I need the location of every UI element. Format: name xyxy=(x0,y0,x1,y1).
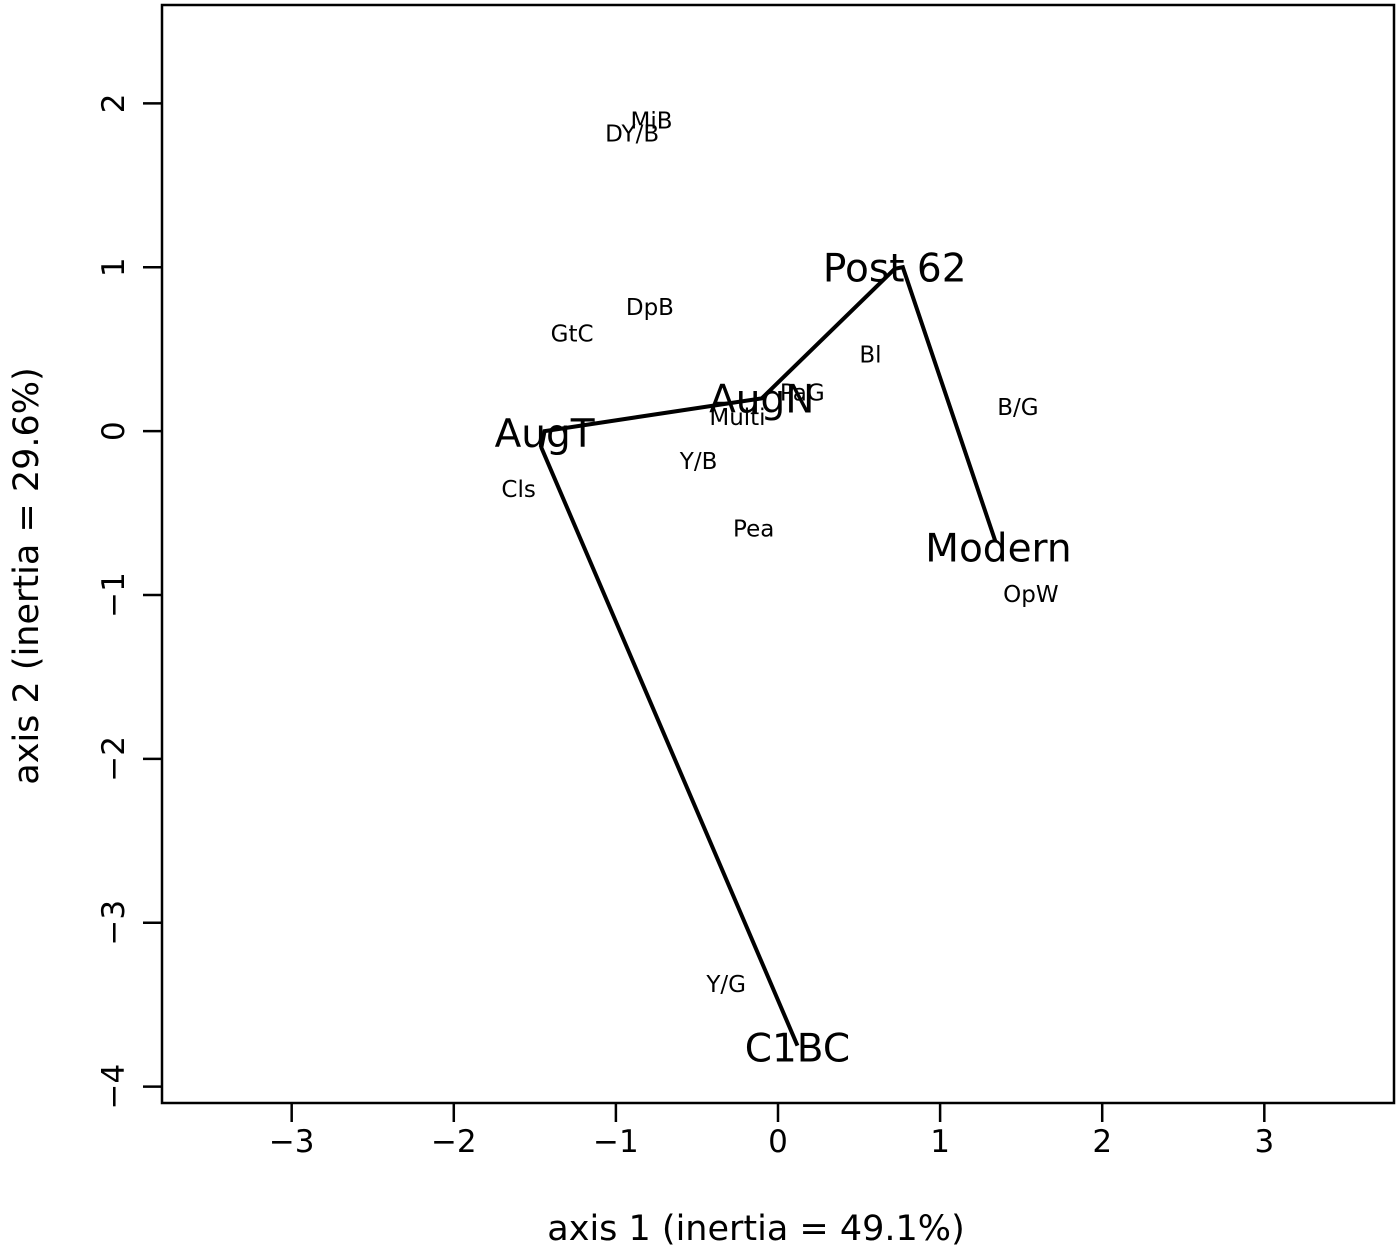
y-axis-title: axis 2 (inertia = 29.6%) xyxy=(7,367,47,784)
y-axis: −4 −3 −2 −1 0 1 2 xyxy=(96,93,162,1109)
y-tick-label: −3 xyxy=(96,900,132,946)
category-label: B/G xyxy=(997,395,1038,421)
period-label: AugT xyxy=(495,412,595,457)
category-label: OpW xyxy=(1003,582,1058,608)
period-trajectory xyxy=(539,264,998,1047)
category-label: Y/B xyxy=(679,449,718,475)
x-tick-label: 2 xyxy=(1092,1124,1112,1160)
period-label: Modern xyxy=(925,527,1071,572)
x-tick-label: 0 xyxy=(768,1124,788,1160)
category-label: Y/G xyxy=(705,972,746,998)
period-trajectory-line xyxy=(539,264,998,1047)
category-label: GtC xyxy=(551,321,594,347)
x-axis: −3 −2 −1 0 1 2 3 xyxy=(269,1103,1274,1160)
x-tick-label: −2 xyxy=(431,1124,477,1160)
category-label: DpB xyxy=(626,295,674,321)
category-label: Multi xyxy=(709,405,765,431)
y-tick-label: −1 xyxy=(96,572,132,618)
x-axis-title: axis 1 (inertia = 49.1%) xyxy=(547,1209,964,1249)
period-label: Post 62 xyxy=(823,246,967,291)
period-label: AugN xyxy=(709,377,814,422)
y-tick-label: 2 xyxy=(96,93,132,113)
y-tick-label: 0 xyxy=(96,421,132,441)
category-label: PaG xyxy=(780,380,825,406)
x-tick-label: 3 xyxy=(1254,1124,1274,1160)
y-tick-label: 1 xyxy=(96,257,132,277)
x-tick-label: 1 xyxy=(930,1124,950,1160)
x-tick-label: −3 xyxy=(269,1124,315,1160)
category-label: Cls xyxy=(501,477,535,503)
period-labels: C1BC AugT AugN Post 62 Modern xyxy=(495,246,1072,1071)
category-label: Bl xyxy=(859,343,881,369)
category-label: DY/B xyxy=(605,121,659,147)
y-tick-label: −2 xyxy=(96,736,132,782)
category-label: MiB xyxy=(631,108,673,134)
category-label: Pea xyxy=(733,516,774,542)
x-tick-label: −1 xyxy=(593,1124,639,1160)
plot-frame xyxy=(160,3,1396,1105)
period-label: C1BC xyxy=(745,1026,850,1071)
y-tick-label: −4 xyxy=(96,1064,132,1110)
